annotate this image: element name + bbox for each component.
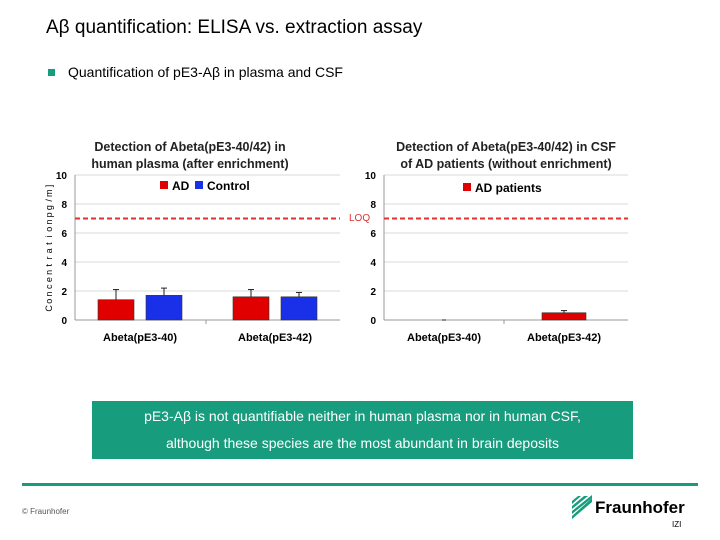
y-axis-label-char: r [44, 257, 54, 260]
y-axis-label-char: ] [44, 185, 54, 188]
legend-swatch [160, 181, 168, 189]
bar [541, 312, 587, 321]
bar [232, 296, 270, 321]
chart-title-line: human plasma (after enrichment) [91, 157, 288, 171]
callout-box: pE3-Aβ is not quantifiable neither in hu… [92, 401, 633, 459]
y-axis-label-char: m [44, 189, 54, 197]
y-tick-label: 6 [61, 229, 67, 240]
bar [280, 296, 318, 321]
y-tick-label: 4 [61, 258, 67, 269]
legend-swatch [463, 183, 471, 191]
x-tick-label: Abeta(pE3-40) [103, 332, 177, 344]
y-tick-label: 0 [370, 316, 376, 327]
y-axis-label-char: p [44, 212, 54, 217]
y-axis-label-char: / [44, 199, 54, 202]
loq-label: LOQ [349, 213, 370, 224]
footer-rule [22, 483, 698, 486]
bar [145, 295, 183, 321]
y-axis-label-char: o [44, 227, 54, 232]
chart-title-line: Detection of Abeta(pE3-40/42) in CSF [396, 140, 616, 154]
y-tick-label: 8 [370, 200, 376, 211]
logo-sub-text: IZI [672, 520, 682, 529]
y-tick-label: 10 [56, 171, 68, 182]
fraunhofer-logo-mark [572, 495, 592, 519]
y-axis-label-char: a [44, 248, 54, 253]
y-axis-label-char: n [44, 291, 54, 296]
y-axis-label-char: c [44, 284, 54, 289]
y-axis-label-char: t [44, 263, 54, 266]
copyright-text: © Fraunhofer [22, 507, 70, 516]
y-tick-label: 10 [365, 171, 377, 182]
y-axis-label-char: i [44, 235, 54, 237]
y-tick-label: 2 [370, 287, 376, 298]
callout-line-1: pE3-Aβ is not quantifiable neither in hu… [144, 408, 581, 424]
slide-title: Aβ quantification: ELISA vs. extraction … [46, 17, 423, 38]
legend-label: AD patients [475, 181, 542, 195]
x-tick-label: Abeta(pE3-42) [238, 332, 312, 344]
y-axis-label-char: t [44, 242, 54, 245]
legend-label: AD [172, 179, 190, 193]
y-tick-label: 4 [370, 258, 376, 269]
chart-title-line: Detection of Abeta(pE3-40/42) in [94, 140, 285, 154]
y-axis-label-char: C [44, 305, 54, 312]
y-axis-label-char: o [44, 299, 54, 304]
legend-swatch [195, 181, 203, 189]
y-tick-label: 2 [61, 287, 67, 298]
y-axis-label-char: n [44, 270, 54, 275]
bullet-marker [48, 69, 55, 76]
bar [97, 299, 135, 321]
y-axis-label-char: g [44, 205, 54, 210]
x-tick-label: Abeta(pE3-42) [527, 332, 601, 344]
fraunhofer-logo: Fraunhofer [572, 495, 685, 519]
logo-text: Fraunhofer [595, 498, 685, 517]
y-axis-label-char: e [44, 277, 54, 282]
y-tick-label: 8 [61, 200, 67, 211]
x-tick-label: Abeta(pE3-40) [407, 332, 481, 344]
chart-title-line: of AD patients (without enrichment) [400, 157, 611, 171]
y-tick-label: 6 [370, 229, 376, 240]
callout-line-2: although these species are the most abun… [165, 435, 560, 451]
legend-label: Control [207, 179, 250, 193]
charts-canvas: 0 2 4 6 8 10 Detection of Abeta(pE3-40/42) in h… [44, 140, 628, 344]
y-axis-label-char: n [44, 219, 54, 224]
y-tick-label: 0 [61, 316, 67, 327]
bullet-text: Quantification of pE3-Aβ in plasma and C… [68, 64, 343, 80]
